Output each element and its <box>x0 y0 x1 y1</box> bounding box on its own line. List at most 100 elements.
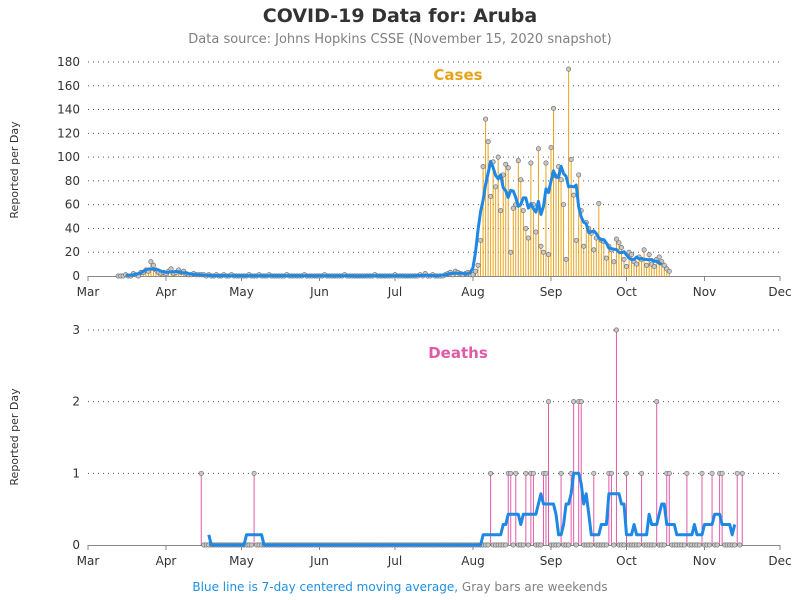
cases-xtick-label: Apr <box>156 285 177 299</box>
cases-point <box>483 116 489 122</box>
cases-point <box>525 235 531 241</box>
deaths-xtick-label: May <box>229 554 254 568</box>
deaths-point <box>734 470 740 476</box>
cases-ytick-label: 140 <box>57 103 80 117</box>
cases-point <box>563 256 569 262</box>
cases-point <box>485 139 491 145</box>
cases-xtick-label: Jul <box>387 285 402 299</box>
deaths-point <box>520 542 526 548</box>
cases-point <box>644 262 650 268</box>
cases-point <box>523 225 529 231</box>
cases-point <box>603 255 609 261</box>
cases-point <box>545 252 551 258</box>
deaths-point <box>707 542 713 548</box>
cases-xtick-label: Jun <box>309 285 329 299</box>
cases-point <box>508 249 514 255</box>
cases-point <box>576 172 582 178</box>
cases-point <box>148 259 154 265</box>
deaths-point <box>661 542 667 548</box>
cases-ytick-label: 60 <box>65 198 80 212</box>
cases-point <box>478 237 484 243</box>
deaths-point <box>556 542 562 548</box>
cases-point <box>498 208 504 214</box>
deaths-point <box>558 470 564 476</box>
cases-point <box>661 262 667 268</box>
deaths-xtick-label: Apr <box>156 554 177 568</box>
deaths-point <box>611 542 617 548</box>
cases-point <box>561 202 567 208</box>
cases-point <box>538 243 544 249</box>
deaths-point <box>573 542 579 548</box>
cases-point <box>540 249 546 255</box>
cases-xtick-label: Sep <box>540 285 563 299</box>
cases-point <box>641 247 647 253</box>
deaths-point <box>681 542 687 548</box>
deaths-point <box>603 542 609 548</box>
cases-xtick-label: Aug <box>461 285 484 299</box>
deaths-ytick-label: 1 <box>72 466 80 480</box>
deaths-point <box>639 470 645 476</box>
cases-moving-average-line <box>125 159 663 278</box>
cases-point <box>596 200 602 206</box>
cases-xtick-label: May <box>229 285 254 299</box>
deaths-point <box>684 470 690 476</box>
deaths-point <box>699 470 705 476</box>
footnote-weekends: Gray bars are weekends <box>458 580 608 594</box>
cases-point <box>495 154 501 160</box>
cases-point <box>634 261 640 267</box>
deaths-point <box>719 470 725 476</box>
cases-point <box>510 205 516 211</box>
cases-point <box>488 193 494 199</box>
deaths-point <box>636 542 642 548</box>
cases-point <box>629 252 635 258</box>
deaths-point <box>538 542 544 548</box>
deaths-point <box>591 470 597 476</box>
chart-subtitle: Data source: Johns Hopkins CSSE (Novembe… <box>188 32 612 47</box>
deaths-point <box>571 399 577 405</box>
cases-point <box>473 268 479 274</box>
deaths-point <box>523 470 529 476</box>
cases-point <box>558 177 564 183</box>
chart-title: COVID-19 Data for: Aruba <box>262 5 538 27</box>
deaths-point <box>578 399 584 405</box>
cases-xtick-label: Mar <box>77 285 100 299</box>
cases-point <box>543 160 549 166</box>
cases-panel-label: Cases <box>433 66 482 84</box>
deaths-point <box>654 399 660 405</box>
deaths-xtick-label: Mar <box>77 554 100 568</box>
deaths-point <box>608 470 614 476</box>
cases-point <box>611 259 617 265</box>
deaths-point <box>510 542 516 548</box>
cases-point <box>573 237 579 243</box>
deaths-point <box>732 542 738 548</box>
cases-point <box>571 192 577 198</box>
cases-point <box>533 229 539 235</box>
deaths-xtick-label: Oct <box>616 554 637 568</box>
deaths-xtick-label: Sep <box>540 554 563 568</box>
deaths-point <box>530 470 536 476</box>
cases-point <box>518 177 524 183</box>
cases-point <box>566 66 572 72</box>
deaths-ytick-label: 0 <box>72 538 80 552</box>
cases-ytick-label: 180 <box>57 55 80 69</box>
deaths-panel-label: Deaths <box>428 344 488 362</box>
cases-ytick-label: 20 <box>65 245 80 259</box>
cases-point <box>646 252 652 258</box>
deaths-y-axis-label: Reported per Day <box>8 388 21 486</box>
cases-point <box>493 184 499 190</box>
cases-xtick-label: Dec <box>768 285 791 299</box>
deaths-point <box>613 327 619 333</box>
cases-point <box>548 145 554 151</box>
deaths-xtick-label: Aug <box>461 554 484 568</box>
deaths-point <box>739 470 745 476</box>
deaths-point <box>488 470 494 476</box>
deaths-point <box>251 470 257 476</box>
cases-ytick-label: 0 <box>72 269 80 283</box>
cases-point <box>616 240 622 246</box>
deaths-point <box>621 542 627 548</box>
deaths-point <box>709 470 715 476</box>
deaths-point <box>249 542 255 548</box>
deaths-point <box>651 542 657 548</box>
cases-point <box>656 254 662 260</box>
deaths-xtick-label: Jul <box>387 554 402 568</box>
